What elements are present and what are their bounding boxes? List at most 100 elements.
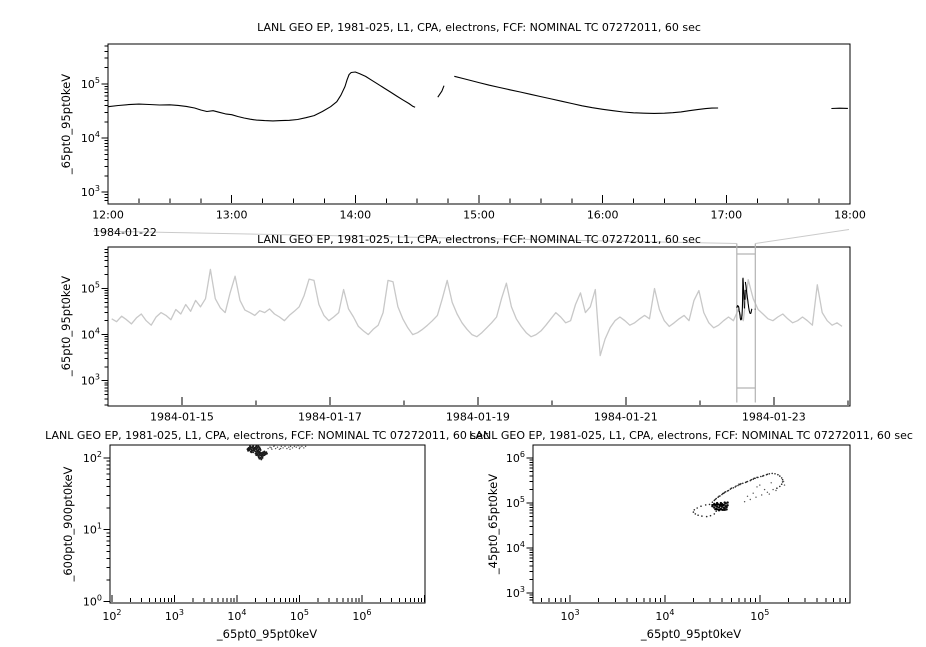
scatter-dot [303, 447, 305, 449]
tick-label: 104 [81, 327, 100, 342]
scatter-dot [278, 448, 281, 450]
x-axis-date-context-label: 1984-01-22 [93, 226, 157, 239]
detail-series-line [437, 85, 445, 98]
scatter-dot [726, 490, 729, 492]
scatter-dot [256, 446, 259, 449]
scatter-dot [267, 447, 269, 450]
panel-overview-timeseries: 1984-01-15 1984-01-17 1984-01-19 1984-01-21… [81, 229, 851, 424]
tick-label: 102 [102, 608, 121, 623]
tick-label: 15:00 [463, 209, 495, 222]
scatter-dot [271, 448, 273, 450]
tick-label: 1984-01-15 [150, 411, 214, 424]
scatter-dot [723, 507, 726, 510]
panel-scatter-left-title: LANL GEO EP, 1981-025, L1, CPA, electron… [45, 429, 489, 442]
x-axis-label-scatter-right: _65pt0_95pt0keV [640, 627, 742, 641]
scatter-dot [286, 447, 288, 450]
scatter-dot [270, 447, 272, 449]
scatter-dot [759, 484, 761, 486]
plot-frame [109, 444, 426, 604]
scatter-dot [720, 505, 724, 508]
scatter-dot [737, 484, 739, 487]
scatter-dot [760, 475, 762, 478]
scatter-dot [301, 445, 303, 448]
tick-label: 103 [560, 608, 579, 623]
scatter-dot [723, 501, 726, 504]
tick-label: 17:00 [710, 209, 742, 222]
scatter-dot [770, 482, 772, 484]
scatter-dot [766, 491, 769, 493]
scatter-dot [304, 445, 307, 448]
tick-label: 104 [655, 608, 674, 623]
scatter-dot [743, 501, 746, 503]
plot-frame [532, 444, 851, 604]
scatter-dot [768, 493, 770, 495]
scatter-dot [709, 514, 712, 517]
tick-label: 106 [352, 608, 371, 623]
scatter-dot [768, 473, 771, 475]
tick-label: 102 [83, 450, 102, 465]
scatter-dot [247, 447, 250, 450]
panel-scatter-right-title: LANL GEO EP, 1981-025, L1, CPA, electron… [469, 429, 913, 442]
scatter-dot [775, 489, 777, 492]
scatter-dot [700, 505, 702, 508]
scatter-dot [274, 447, 277, 450]
scatter-dot [260, 458, 263, 461]
scatter-dot [715, 510, 717, 512]
scatter-dot [282, 447, 284, 449]
scatter-dot [694, 513, 697, 515]
scatter-dot [780, 477, 783, 479]
zoom-connector-left [92, 230, 737, 244]
scatter-dot [725, 505, 728, 509]
scatter-dot [756, 486, 758, 488]
scatter-dot [717, 506, 721, 509]
panel-scatter-600-900: 102 103 104 105 106 100 101 102 [83, 444, 426, 623]
scatter-dot [697, 514, 699, 516]
scatter-dot [753, 477, 755, 480]
scatter-dot [772, 488, 774, 491]
zoom-context-box[interactable] [736, 243, 756, 403]
scatter-dot [771, 472, 773, 475]
scatter-stroke-knot-dash-upper [711, 503, 724, 507]
scatter-dot [289, 448, 291, 450]
scatter-dot [726, 504, 729, 507]
tick-label: 105 [750, 608, 769, 623]
scatter-dot [254, 450, 257, 453]
scatter-dot [776, 487, 778, 490]
scatter-dot [265, 452, 268, 455]
y-axis-label-scatter-right: _45pt0_65pt0keV [486, 473, 500, 575]
y-axis-label-overview: _65pt0_95pt0keV [59, 275, 73, 377]
scatter-dot [276, 446, 279, 448]
tick-label: 101 [83, 522, 102, 537]
scatter-dot [779, 485, 781, 488]
scatter-dot [761, 475, 764, 477]
tick-label: 103 [81, 184, 100, 199]
scatter-dot [735, 485, 737, 487]
scatter-dot [756, 476, 758, 479]
scatter-dot [722, 492, 724, 495]
scatter-dot [738, 483, 740, 486]
zoom-connector-right [755, 229, 850, 244]
panel-top-title: LANL GEO EP, 1981-025, L1, CPA, electron… [257, 21, 701, 34]
scatter-dot [763, 488, 766, 491]
scatter-dot [269, 446, 271, 448]
scatter-dot [745, 481, 748, 483]
scatter-dot [261, 456, 264, 459]
scatter-dot [749, 498, 751, 501]
scatter-dot [705, 515, 708, 518]
scatter-dot [258, 446, 261, 449]
tick-label: 16:00 [587, 209, 619, 222]
scatter-dot [273, 445, 276, 447]
scatter-dot [719, 501, 723, 505]
scatter-dot [295, 446, 297, 448]
x-axis-label-scatter-left: _65pt0_95pt0keV [216, 627, 318, 641]
scatter-dot [725, 508, 728, 511]
scatter-dot [701, 515, 703, 517]
scatter-dot [777, 473, 779, 476]
tick-label: 106 [506, 450, 525, 465]
tick-label: 1984-01-21 [594, 411, 658, 424]
scatter-dot [256, 453, 259, 456]
scatter-dot [761, 494, 763, 496]
highlight-series-line [744, 281, 753, 315]
scatter-dot [297, 445, 299, 447]
